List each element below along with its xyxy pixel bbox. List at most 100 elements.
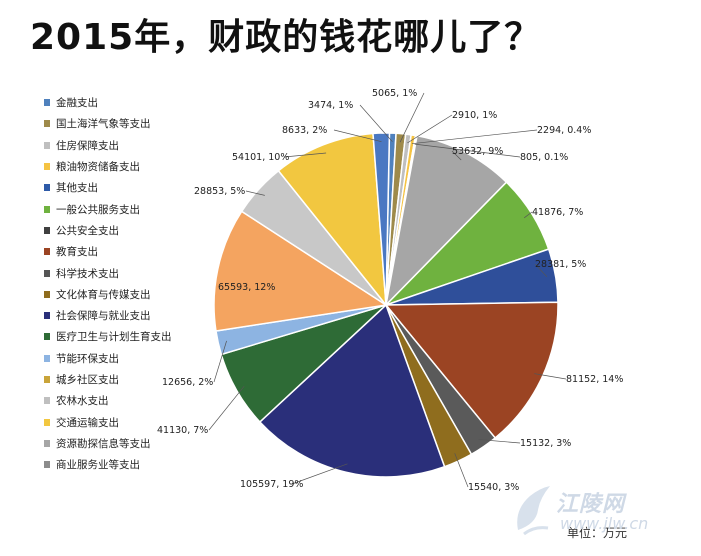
watermark-brand: 江陵网 [556, 492, 626, 517]
legend-label: 住房保障支出 [56, 139, 119, 152]
leader-line [414, 143, 521, 158]
legend-item: 城乡社区支出 [44, 369, 172, 390]
legend-item: 文化体育与传媒支出 [44, 284, 172, 305]
pie-slice [258, 303, 446, 478]
leader-line [283, 152, 327, 158]
legend-swatch [44, 439, 50, 447]
legend-item: 一般公共服务支出 [44, 198, 172, 219]
legend-label: 商业服务业等支出 [56, 459, 140, 472]
watermark: 江陵网 www.jlw.cn [508, 480, 693, 545]
legend-label: 教育支出 [56, 246, 98, 259]
leader-line [478, 439, 521, 444]
legend-item: 教育支出 [44, 241, 172, 262]
legend-label: 粮油物资储备支出 [56, 161, 140, 174]
data-label: 805, 0.1% [520, 152, 568, 163]
data-label: 53632, 9% [452, 146, 503, 157]
legend-item: 粮油物资储备支出 [44, 156, 172, 177]
pie-slice [384, 134, 508, 308]
legend-label: 国土海洋气象等支出 [56, 118, 151, 131]
legend-swatch [44, 376, 50, 383]
legend-item: 医疗卫生与计划生育支出 [44, 326, 172, 347]
chart-title: 2015年，财政的钱花哪儿了？ [30, 17, 542, 58]
data-label: 5065, 1% [372, 88, 417, 99]
legend-item: 资源勘探信息等支出 [44, 433, 172, 454]
leader-line [523, 211, 533, 219]
legend-swatch [44, 99, 50, 107]
leader-line [534, 263, 548, 278]
legend-swatch [44, 333, 50, 341]
pie-slice [372, 132, 391, 306]
legend-swatch [44, 226, 50, 234]
legend-item: 国土海洋气象等支出 [44, 113, 172, 134]
data-label: 81152, 14% [566, 374, 623, 385]
watermark-logo-icon [517, 486, 550, 536]
legend-item: 农林水支出 [44, 390, 172, 411]
leader-line [454, 453, 469, 488]
data-label: 12656, 2% [162, 377, 213, 388]
leader-line [407, 114, 453, 144]
legend-item: 公共安全支出 [44, 220, 172, 241]
data-label: 41130, 7% [157, 425, 208, 436]
legend-swatch [44, 290, 50, 298]
legend-label: 农林水支出 [56, 395, 109, 408]
legend-item: 交通运输支出 [44, 411, 172, 432]
legend-item: 科学技术支出 [44, 262, 172, 283]
legend-swatch [44, 397, 50, 405]
legend-label: 金融支出 [56, 97, 98, 110]
legend-item: 其他支出 [44, 177, 172, 198]
legend-swatch [44, 269, 50, 277]
data-label: 65593, 12% [218, 282, 275, 293]
legend-swatch [44, 418, 50, 426]
data-label: 15540, 3% [468, 482, 519, 493]
legend-label: 城乡社区支出 [56, 374, 119, 386]
chart-legend: 金融支出国土海洋气象等支出 住房保障支出粮油物资储备支出 其他支出一般公共服务支出公… [44, 92, 172, 475]
legend-swatch [44, 120, 50, 128]
data-label: 28853, 5% [194, 186, 245, 197]
leader-line [451, 150, 462, 161]
leader-line [208, 385, 245, 431]
legend-label: 其他支出 [56, 182, 98, 195]
legend-item: 金融支出 [44, 92, 172, 113]
leader-line [411, 129, 538, 145]
legend-item: 节能环保支出 [44, 348, 172, 369]
pie-slice [277, 132, 387, 308]
legend-item: 住房保障支出 [44, 135, 172, 156]
legend-swatch [44, 205, 50, 213]
leader-line [245, 190, 265, 196]
data-label: 2294, 0.4% [537, 125, 591, 136]
legend-swatch [44, 248, 50, 256]
leader-line [534, 373, 567, 380]
pie-slice [213, 210, 389, 332]
legend-swatch [44, 312, 50, 320]
legend-label: 一般公共服务支出 [56, 203, 140, 216]
legend-label: 交通运输支出 [56, 416, 119, 429]
data-label: 54101, 10% [232, 152, 289, 163]
data-label: 105597, 19% [240, 479, 303, 490]
legend-item: 社会保障与就业支出 [44, 305, 172, 326]
pie-slice [384, 301, 559, 439]
data-label: 8633, 2% [282, 125, 327, 136]
leader-line [291, 463, 348, 485]
legend-swatch [44, 354, 50, 362]
data-label: 3474, 1% [308, 100, 353, 111]
data-label: 2910, 1% [452, 110, 497, 121]
data-label: 41876, 7% [532, 207, 583, 218]
legend-label: 文化体育与传媒支出 [56, 288, 151, 301]
leader-line [333, 129, 382, 143]
legend-item: 商业服务业等支出 [44, 454, 172, 475]
data-label: 28381, 5% [535, 259, 586, 270]
unit-label: 单位：万元 [567, 526, 628, 540]
leader-line [213, 340, 227, 383]
legend-label: 医疗卫生与计划生育支出 [56, 331, 172, 344]
legend-swatch [44, 461, 50, 469]
legend-label: 节能环保支出 [56, 352, 119, 365]
leader-line [399, 92, 425, 143]
legend-swatch [44, 163, 50, 171]
legend-swatch [44, 141, 50, 149]
legend-label: 社会保障与就业支出 [56, 310, 151, 323]
leader-line [359, 104, 393, 142]
watermark-url: www.jlw.cn [560, 514, 649, 533]
legend-swatch [44, 184, 50, 192]
legend-label: 资源勘探信息等支出 [56, 437, 151, 450]
